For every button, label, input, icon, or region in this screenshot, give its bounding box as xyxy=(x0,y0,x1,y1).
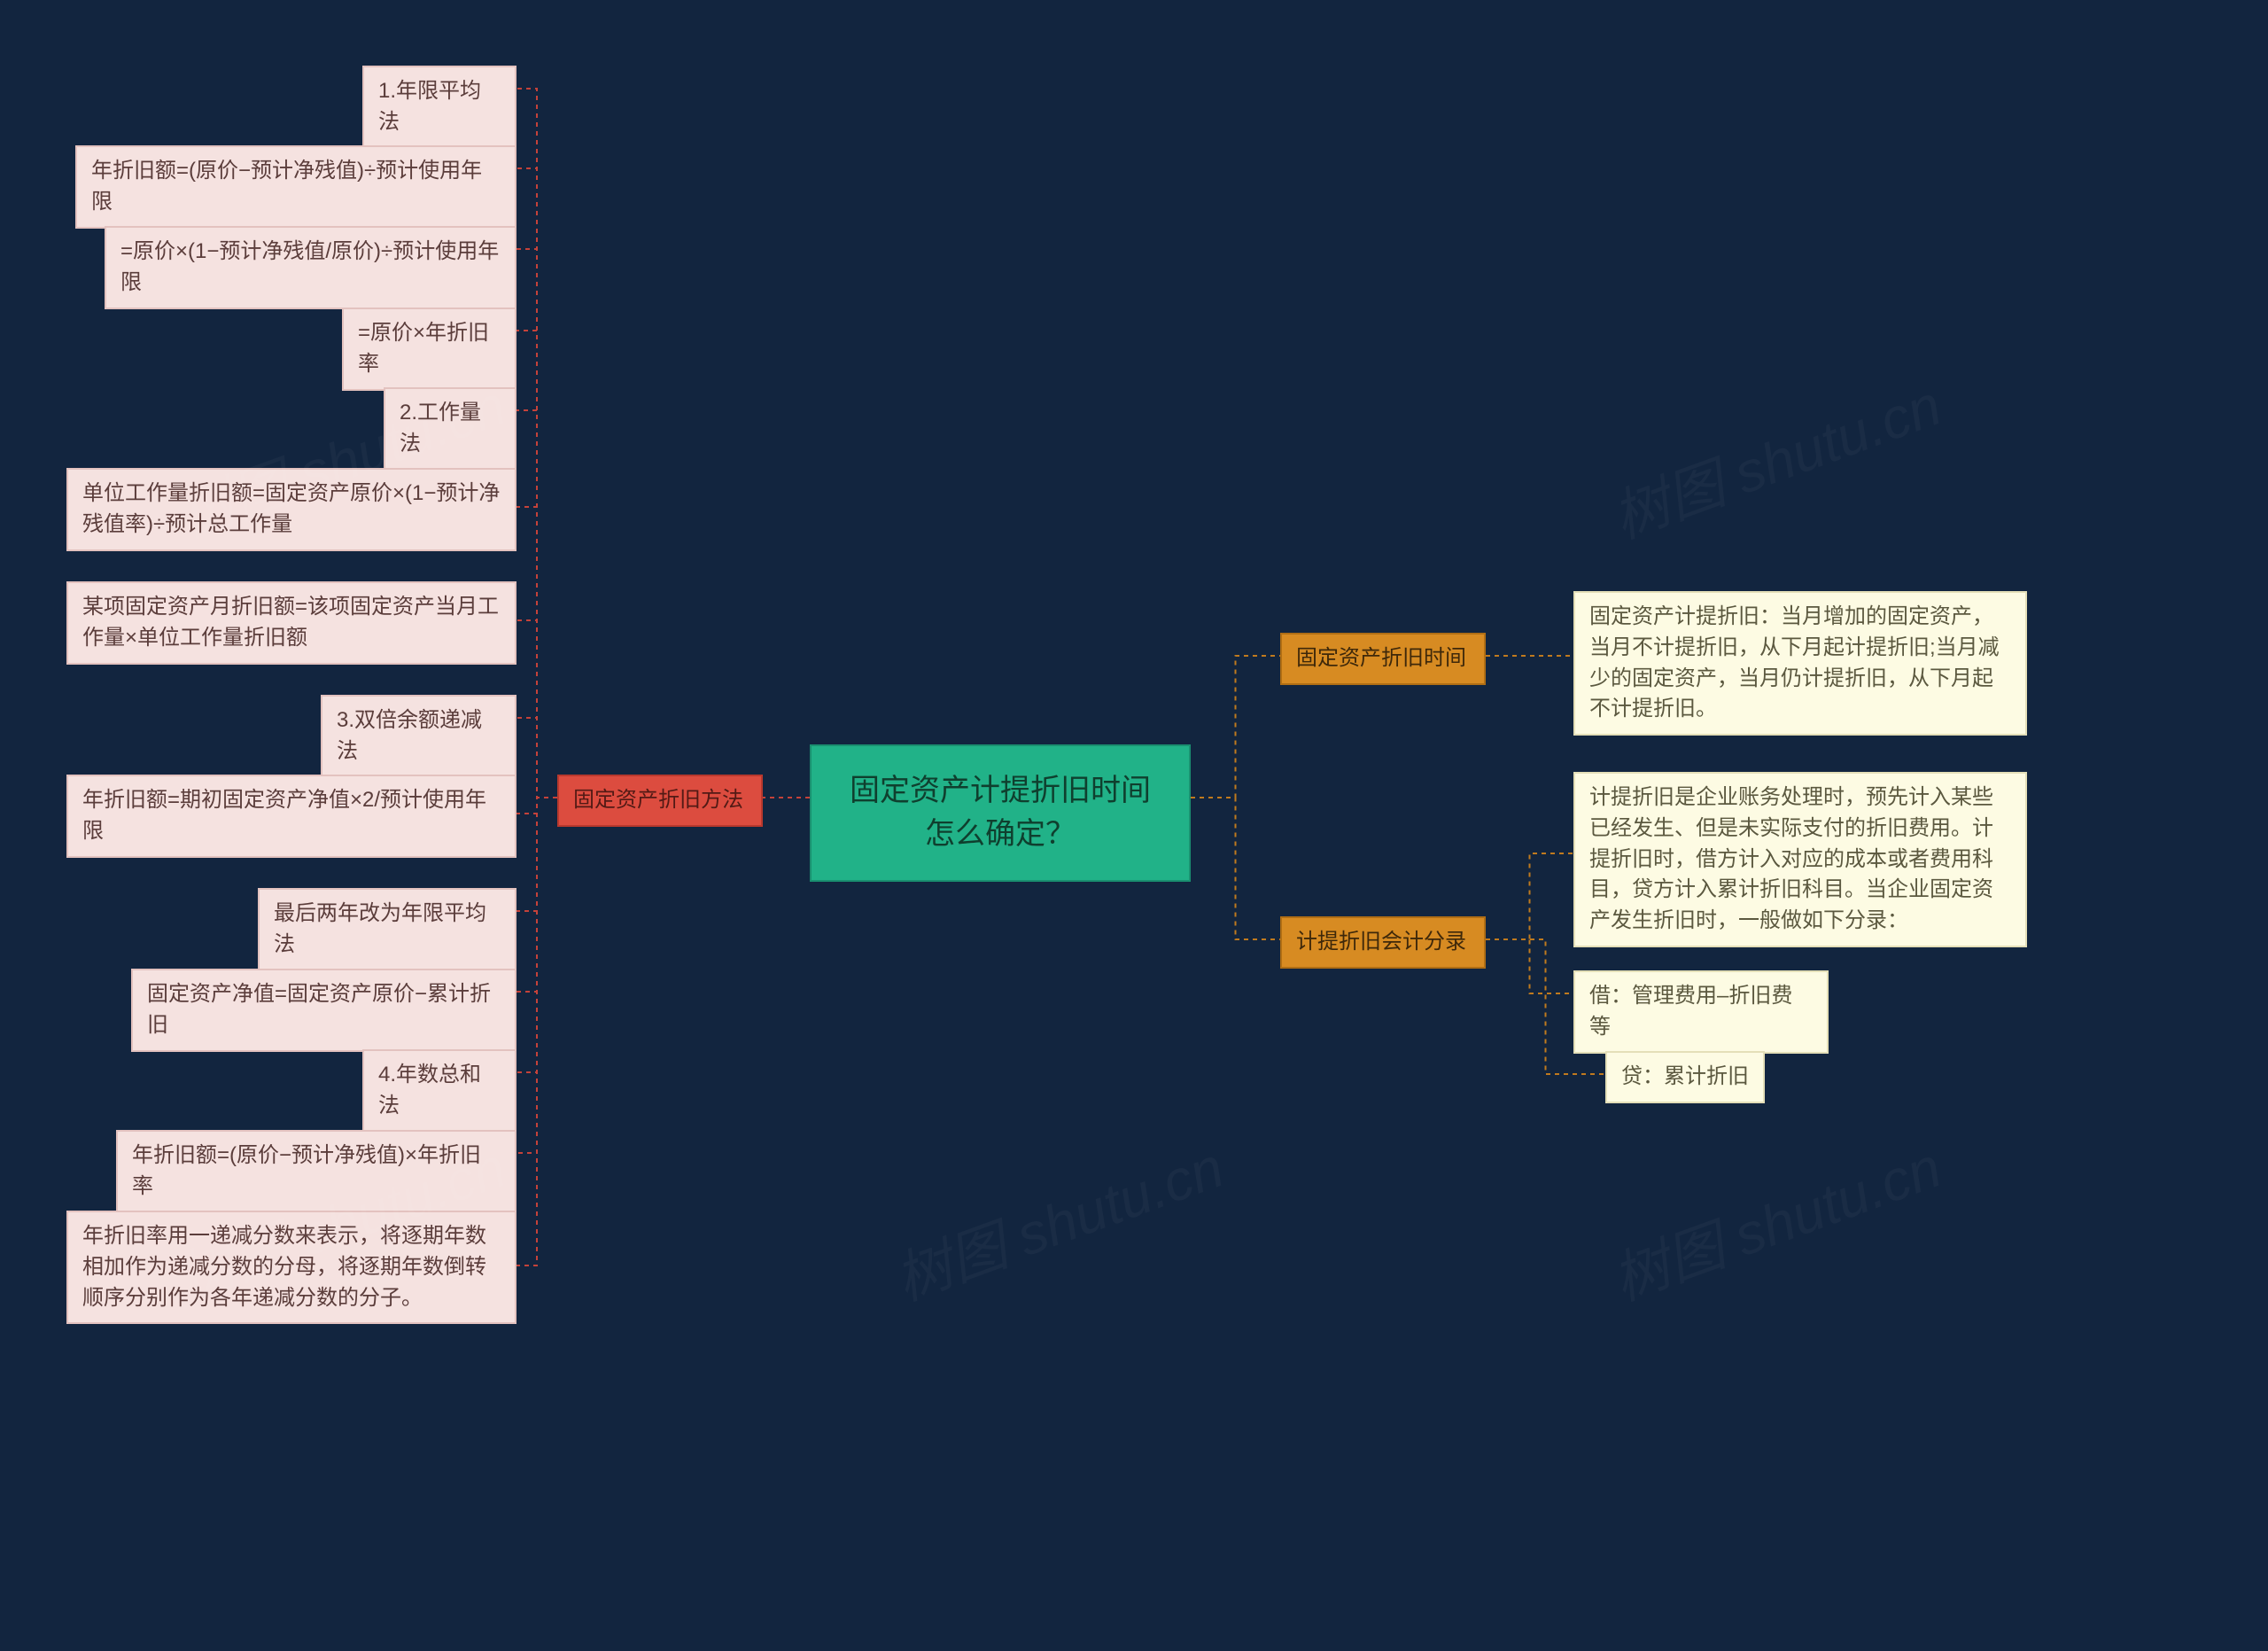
leaf-m2: 年折旧额=(原价−预计净残值)÷预计使用年限 xyxy=(75,145,517,229)
branch-entry: 计提折旧会计分录 xyxy=(1280,916,1486,969)
branch-methods: 固定资产折旧方法 xyxy=(557,775,763,827)
leaf-m3: =原价×(1−预计净残值/原价)÷预计使用年限 xyxy=(105,226,517,309)
leaf-m14: 年折旧率用一递减分数来表示，将逐期年数相加作为递减分数的分母，将逐期年数倒转顺序… xyxy=(66,1211,517,1324)
center-node: 固定资产计提折旧时间怎么确定？ xyxy=(810,744,1191,882)
mindmap-canvas: 固定资产计提折旧时间怎么确定？ 固定资产折旧时间 固定资产计提折旧：当月增加的固定资… xyxy=(0,0,2268,1651)
leaf-m11: 固定资产净值=固定资产原价−累计折旧 xyxy=(131,969,517,1052)
leaf-m13: 年折旧额=(原价−预计净残值)×年折旧率 xyxy=(116,1130,517,1213)
watermark: 树图 shutu.cn xyxy=(1600,360,1951,554)
leaf-time-desc: 固定资产计提折旧：当月增加的固定资产，当月不计提折旧，从下月起计提折旧;当月减少… xyxy=(1573,591,2027,736)
leaf-m1: 1.年限平均法 xyxy=(362,66,517,149)
leaf-m12: 4.年数总和法 xyxy=(362,1049,517,1133)
leaf-m10: 最后两年改为年限平均法 xyxy=(258,888,517,971)
watermark: 树图 shutu.cn xyxy=(882,1122,1233,1316)
leaf-m9: 年折旧额=期初固定资产净值×2/预计使用年限 xyxy=(66,775,517,858)
leaf-m5: 2.工作量法 xyxy=(384,387,517,471)
leaf-entry-debit: 借：管理费用–折旧费等 xyxy=(1573,970,1829,1054)
leaf-entry-credit: 贷：累计折旧 xyxy=(1605,1051,1765,1103)
branch-time: 固定资产折旧时间 xyxy=(1280,633,1486,685)
leaf-m7: 某项固定资产月折旧额=该项固定资产当月工作量×单位工作量折旧额 xyxy=(66,581,517,665)
leaf-m4: =原价×年折旧率 xyxy=(342,308,517,391)
leaf-entry-desc: 计提折旧是企业账务处理时，预先计入某些已经发生、但是未实际支付的折旧费用。计提折… xyxy=(1573,772,2027,947)
leaf-m8: 3.双倍余额递减法 xyxy=(321,695,517,778)
leaf-m6: 单位工作量折旧额=固定资产原价×(1−预计净残值率)÷预计总工作量 xyxy=(66,468,517,551)
watermark: 树图 shutu.cn xyxy=(1600,1122,1951,1316)
